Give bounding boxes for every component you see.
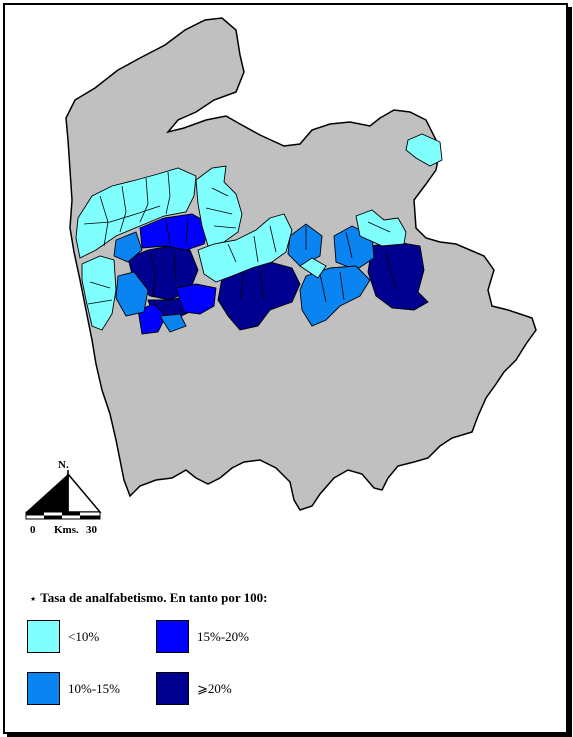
- district-15-20-b: [175, 283, 217, 315]
- scale-north-arrow: [25, 470, 102, 520]
- legend-item-lt10: <10%: [27, 620, 99, 653]
- scale-zero-label: 0: [30, 524, 36, 536]
- district-lt10-g: [405, 133, 443, 167]
- municipal-boundaries: [83, 171, 397, 305]
- district-10-15-c: [287, 223, 323, 267]
- legend-label-15-20: 15%-20%: [197, 628, 249, 644]
- legend-swatch-15-20: [156, 620, 189, 653]
- legend-swatch-10-15: [27, 672, 60, 705]
- north-label: N.: [58, 459, 69, 471]
- legend-label-gte20: ⩾20%: [197, 680, 232, 696]
- district-10-15-b: [115, 271, 149, 317]
- district-10-15-e: [299, 265, 371, 327]
- legend-swatch-lt10: [27, 620, 60, 653]
- district-10-15-f: [159, 313, 187, 333]
- legend-item-10-15: 10%-15%: [27, 672, 120, 705]
- district-lt10-d: [197, 213, 293, 283]
- legend-swatch-gte20: [156, 672, 189, 705]
- district-15-20-c: [137, 303, 167, 335]
- legend-label-10-15: 10%-15%: [68, 680, 120, 696]
- district-lt10-b: [81, 255, 117, 331]
- scale-max-label: 30: [86, 524, 97, 536]
- legend-label-lt10: <10%: [68, 628, 100, 644]
- district-lt10-c: [195, 165, 243, 247]
- legend-title-marker: ⋆: [30, 594, 37, 605]
- district-lt10-e: [299, 257, 327, 279]
- scale-unit-label: Kms.: [54, 524, 79, 536]
- district-gte20-c: [367, 241, 429, 311]
- legend-item-15-20: 15%-20%: [156, 620, 249, 653]
- legend-title: ⋆ Tasa de analfabetismo. En tanto por 100…: [30, 590, 267, 606]
- legend-item-gte20: ⩾20%: [156, 672, 232, 705]
- district-15-20-a: [139, 213, 211, 251]
- legend-title-text: Tasa de analfabetismo. En tanto por 100:: [40, 590, 268, 605]
- district-10-15-a: [113, 231, 143, 263]
